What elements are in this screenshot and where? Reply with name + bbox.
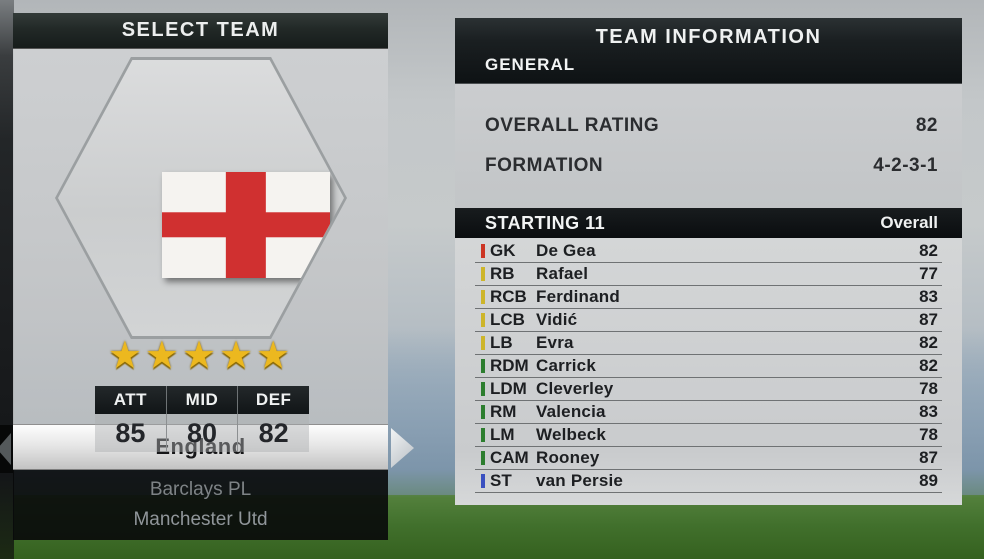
left-arrow-icon	[0, 433, 11, 465]
player-name: Ferdinand	[536, 287, 620, 306]
player-name: Rooney	[536, 448, 600, 467]
stat-header-att: ATT	[95, 386, 167, 414]
player-position: LB	[490, 333, 513, 352]
player-position: RM	[490, 402, 517, 421]
player-position: GK	[490, 241, 516, 260]
team-badge-area: ★★★★★ ATT MID DEF 85 80 82	[13, 49, 388, 452]
overall-rating-value: 82	[915, 115, 938, 136]
formation-label: FORMATION	[485, 155, 604, 176]
position-color-bar	[481, 244, 485, 258]
player-position: LDM	[490, 379, 527, 398]
overall-column-header: Overall	[880, 213, 938, 232]
player-row: GK De Gea 82	[475, 240, 942, 263]
player-name: Welbeck	[536, 425, 607, 444]
player-name: Cleverley	[536, 379, 614, 398]
team-stats-table: ATT MID DEF 85 80 82	[95, 386, 309, 452]
player-rating: 89	[919, 471, 938, 490]
stats-header-row: ATT MID DEF	[95, 386, 309, 414]
selected-team-name: England	[155, 434, 246, 459]
formation-row: FORMATION 4-2-3-1	[485, 146, 938, 186]
selected-team-bar[interactable]: England	[13, 424, 388, 470]
prev-team-button[interactable]	[0, 425, 13, 473]
stat-value-att: 85	[95, 414, 167, 452]
player-position: RB	[490, 264, 515, 283]
player-row: LB Evra 82	[475, 332, 942, 355]
stat-header-mid: MID	[167, 386, 239, 414]
player-rating: 87	[919, 448, 938, 467]
team-information-panel: TEAM INFORMATION GENERAL OVERALL RATING …	[455, 18, 962, 505]
overall-rating-label: OVERALL RATING	[485, 115, 660, 136]
player-position: CAM	[490, 448, 529, 467]
player-row: LCB Vidić 87	[475, 309, 942, 332]
player-rating: 82	[919, 241, 938, 260]
player-name: Evra	[536, 333, 574, 352]
stat-value-def: 82	[258, 417, 289, 448]
player-name: van Persie	[536, 471, 624, 490]
formation-value: 4-2-3-1	[873, 155, 938, 176]
position-color-bar	[481, 313, 485, 327]
background-edge	[0, 0, 14, 559]
overall-rating-row: OVERALL RATING 82	[485, 106, 938, 146]
player-row: LM Welbeck 78	[475, 424, 942, 447]
player-position: LM	[490, 425, 515, 444]
general-info-block: OVERALL RATING 82 FORMATION 4-2-3-1	[455, 84, 962, 208]
stats-values-row: 85 80 82	[95, 414, 309, 452]
position-color-bar	[481, 405, 485, 419]
position-color-bar	[481, 359, 485, 373]
player-name: De Gea	[536, 241, 596, 260]
team-information-title: TEAM INFORMATION	[595, 26, 822, 48]
player-position: ST	[490, 471, 512, 490]
player-rating: 87	[919, 310, 938, 329]
position-color-bar	[481, 428, 485, 442]
player-rating: 83	[919, 287, 938, 306]
list-item-club[interactable]: Manchester Utd	[133, 509, 268, 531]
player-row: RM Valencia 83	[475, 401, 942, 424]
player-row: CAM Rooney 87	[475, 447, 942, 470]
position-color-bar	[481, 451, 485, 465]
starting-11-header: STARTING 11 Overall	[455, 208, 962, 238]
position-color-bar	[481, 336, 485, 350]
stat-header-def: DEF	[255, 390, 292, 409]
position-color-bar	[481, 267, 485, 281]
team-carousel-list: Barclays PL Manchester Utd	[13, 470, 388, 540]
player-row: LDM Cleverley 78	[475, 378, 942, 401]
list-item-league[interactable]: Barclays PL	[149, 478, 252, 500]
player-row: ST van Persie 89	[475, 470, 942, 493]
player-name: Vidić	[536, 310, 578, 329]
player-position: RCB	[490, 287, 527, 306]
player-row: RB Rafael 77	[475, 263, 942, 286]
player-row: RDM Carrick 82	[475, 355, 942, 378]
player-rating: 82	[919, 356, 938, 375]
team-information-header: TEAM INFORMATION GENERAL	[455, 18, 962, 84]
select-team-panel: SELECT TEAM ★★★★★ ATT MID DEF 85 80 82	[0, 10, 414, 546]
player-position: LCB	[490, 310, 525, 329]
team-badge-hexagon	[55, 57, 347, 339]
player-rating: 78	[919, 425, 938, 444]
starting-11-list: GK De Gea 82 RB Rafael 77 RCB Ferdinand …	[455, 238, 962, 505]
starting-11-title: STARTING 11	[485, 212, 606, 233]
general-section-label: GENERAL	[485, 55, 576, 74]
star-rating: ★★★★★	[107, 335, 294, 377]
player-name: Carrick	[536, 356, 596, 375]
position-color-bar	[481, 382, 485, 396]
player-rating: 77	[919, 264, 938, 283]
select-team-title: SELECT TEAM	[121, 19, 280, 41]
position-color-bar	[481, 290, 485, 304]
player-row: RCB Ferdinand 83	[475, 286, 942, 309]
player-name: Rafael	[536, 264, 589, 283]
player-position: RDM	[490, 356, 529, 375]
stat-value-mid: 80	[167, 414, 239, 452]
england-flag	[162, 172, 330, 278]
select-team-header: SELECT TEAM	[13, 13, 388, 49]
position-color-bar	[481, 474, 485, 488]
player-rating: 83	[919, 402, 938, 421]
player-rating: 82	[919, 333, 938, 352]
player-name: Valencia	[536, 402, 606, 421]
player-rating: 78	[919, 379, 938, 398]
